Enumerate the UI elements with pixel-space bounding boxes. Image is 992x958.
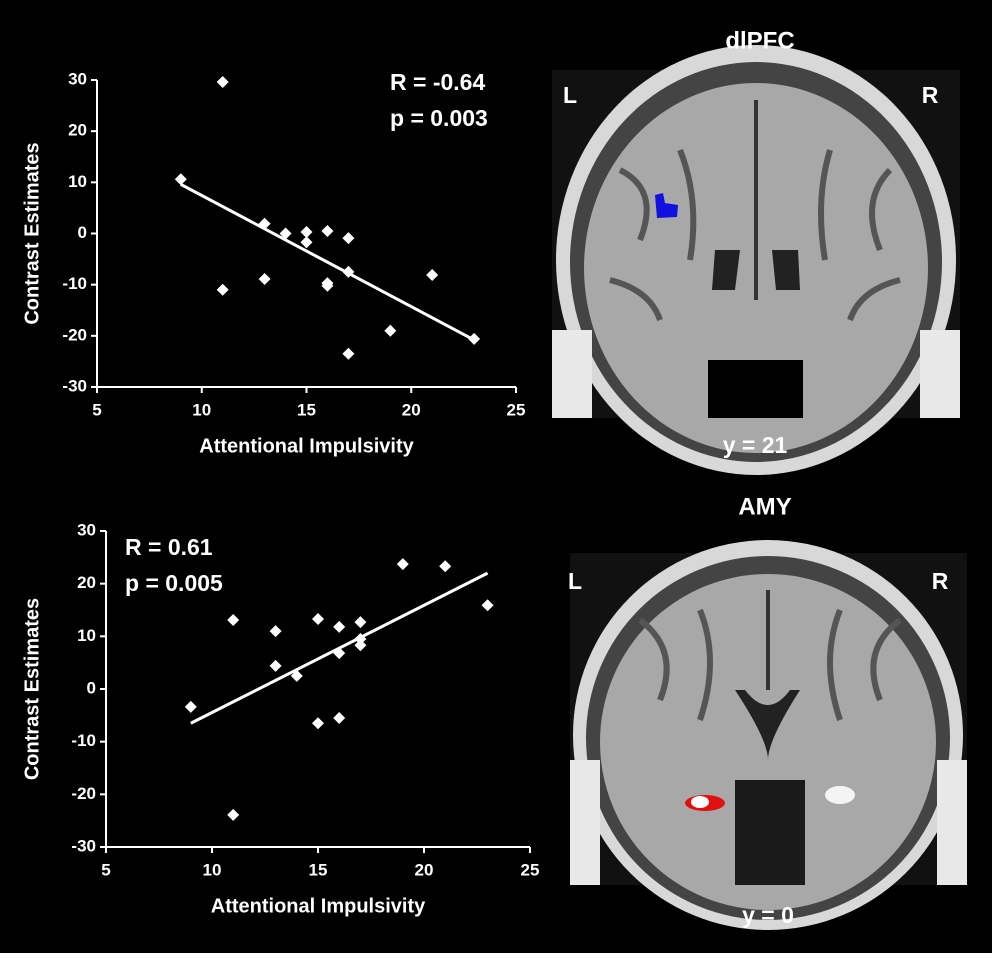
scatter-point bbox=[227, 614, 240, 627]
scatter-point bbox=[279, 227, 292, 240]
scatter-point bbox=[227, 808, 240, 821]
scatter-point bbox=[300, 236, 313, 249]
side-label: L bbox=[568, 568, 582, 594]
scatter-point bbox=[333, 620, 346, 633]
y-tick-label: 10 bbox=[77, 626, 96, 645]
y-tick-label: 20 bbox=[77, 573, 96, 592]
x-tick-label: 10 bbox=[203, 860, 222, 879]
scatter-point bbox=[396, 558, 409, 571]
brain-image-dlpfc bbox=[552, 45, 960, 475]
annotation: R = 0.61 bbox=[125, 534, 213, 560]
annotation: R = -0.64 bbox=[390, 69, 485, 95]
scatter-point bbox=[312, 612, 324, 625]
side-label: L bbox=[563, 82, 577, 108]
scatter-point bbox=[216, 283, 229, 296]
scatter-point bbox=[300, 225, 313, 238]
scatter-point bbox=[269, 659, 282, 672]
x-tick-label: 15 bbox=[309, 860, 328, 879]
scatter-point bbox=[312, 717, 324, 730]
scatter-point bbox=[333, 647, 346, 660]
annotation: p = 0.005 bbox=[125, 570, 223, 596]
y-tick-label: -30 bbox=[62, 376, 87, 395]
x-axis-label: Attentional Impulsivity bbox=[211, 895, 426, 917]
x-tick-label: 25 bbox=[521, 860, 540, 879]
x-tick-label: 5 bbox=[92, 400, 101, 419]
y-tick-label: -30 bbox=[71, 836, 96, 855]
x-tick-label: 15 bbox=[297, 400, 316, 419]
scatter-point bbox=[354, 632, 367, 645]
y-tick-label: 30 bbox=[68, 69, 87, 88]
scatter-point bbox=[333, 711, 346, 724]
x-tick-label: 25 bbox=[507, 400, 526, 419]
y-tick-label: 10 bbox=[68, 172, 87, 191]
scatter-point bbox=[258, 217, 271, 230]
scatter-point bbox=[342, 265, 355, 278]
scatter-point bbox=[481, 599, 494, 612]
y-tick-label: 20 bbox=[68, 121, 87, 140]
scatter-point bbox=[342, 347, 355, 360]
y-tick-label: -20 bbox=[71, 784, 96, 803]
scatter-point bbox=[354, 639, 367, 652]
slice-label: y = 21 bbox=[723, 432, 788, 458]
y-tick-label: 0 bbox=[78, 223, 87, 242]
scatter-point bbox=[321, 279, 334, 292]
y-tick-label: -10 bbox=[71, 731, 96, 750]
slice-label: y = 0 bbox=[742, 902, 794, 928]
trend-line bbox=[180, 183, 475, 342]
y-tick-label: -20 bbox=[62, 325, 87, 344]
y-tick-label: -10 bbox=[62, 274, 87, 293]
x-tick-label: 5 bbox=[101, 860, 110, 879]
panel-title: AMY bbox=[738, 493, 791, 520]
x-axis-label: Attentional Impulsivity bbox=[199, 435, 414, 457]
y-axis-label: Contrast Estimates bbox=[21, 142, 43, 324]
scatter-point bbox=[384, 324, 397, 337]
scatter-point bbox=[354, 616, 367, 629]
brain-image-amy bbox=[570, 540, 967, 930]
annotation: p = 0.003 bbox=[390, 105, 488, 131]
scatter-point bbox=[216, 76, 229, 89]
panel-title: dlPFC bbox=[725, 27, 794, 54]
x-tick-label: 20 bbox=[415, 860, 434, 879]
y-axis-label: Contrast Estimates bbox=[21, 598, 43, 780]
scatter-point bbox=[426, 268, 439, 281]
scatter-point bbox=[321, 224, 334, 237]
side-label: R bbox=[922, 82, 939, 108]
scatter-point bbox=[184, 700, 197, 713]
scatter-point bbox=[468, 332, 481, 345]
y-tick-label: 0 bbox=[87, 678, 96, 697]
x-tick-label: 20 bbox=[402, 400, 421, 419]
scatter-point bbox=[290, 669, 303, 682]
scatter-point bbox=[269, 625, 282, 638]
scatter-point bbox=[258, 273, 271, 286]
scatter-point bbox=[174, 173, 187, 186]
scatter-point bbox=[342, 232, 355, 245]
side-label: R bbox=[932, 568, 949, 594]
y-tick-label: 30 bbox=[77, 520, 96, 539]
scatter-point bbox=[439, 560, 452, 573]
x-tick-label: 10 bbox=[192, 400, 211, 419]
